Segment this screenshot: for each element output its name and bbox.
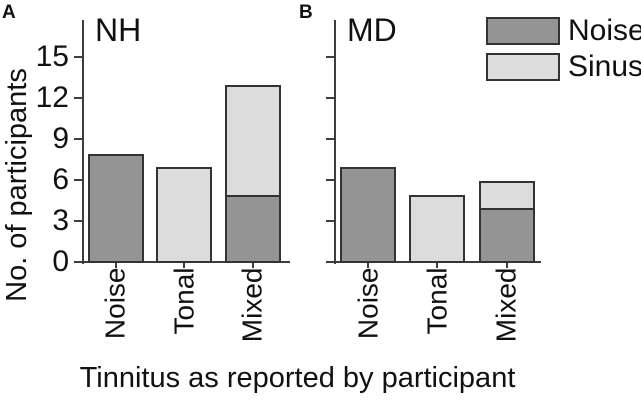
panel-a-bar-tonal-sinus-segment [156,167,212,263]
panel-b-xtick-mixed [505,263,508,268]
panel-a-bar-noise-noise-segment [87,153,144,263]
panel-a-xtick-label-noise: Noise [99,267,131,340]
panel-a-ytick-label-9: 9 [52,121,69,155]
panel-a-ytick-0 [74,261,82,263]
panel-letter-b: B [299,2,313,23]
panel-a-y-axis [82,20,84,264]
x-axis-label: Tinnitus as reported by participant [79,362,516,394]
legend-swatch-noise [486,17,560,45]
panel-b-group-label: MD [347,12,397,48]
panel-a-ytick-12 [74,96,82,99]
panel-letter-a: A [2,2,16,23]
panel-b-xtick-label-tonal: Tonal [421,267,452,335]
panel-b-bar-mixed-noise-segment [478,208,535,263]
panel-a-xtick-mixed [251,263,254,268]
panel-a-xtick-label-mixed: Mixed [236,267,268,343]
panel-b-ytick-0 [326,261,334,263]
panel-a-ytick-15 [74,55,82,58]
panel-a-xtick-noise [114,263,117,268]
panel-a-xtick-tonal [183,263,185,268]
legend: Noise Sinus [486,14,641,89]
legend-swatch-sinus [486,53,560,81]
panel-b-bar-mixed-sinus-segment [478,180,535,211]
panel-b-xtick-tonal [436,263,438,268]
panel-a-xtick-label-tonal: Tonal [168,267,199,335]
panel-a-ytick-6 [74,178,82,181]
panel-b-ytick-3 [326,219,334,222]
panel-a-ytick-9 [74,137,82,140]
panel-b-ytick-12 [326,96,334,99]
panel-b-ytick-9 [326,137,334,140]
panel-a-bar-mixed-noise-segment [224,194,281,263]
panel-a-ytick-3 [74,219,82,222]
panel-b-xtick-label-mixed: Mixed [490,267,522,343]
panel-b-ytick-15 [326,55,334,58]
panel-b-ytick-6 [326,178,334,181]
panel-b-y-axis [334,20,336,264]
panel-a-ytick-label-15: 15 [35,39,69,73]
legend-label-noise: Noise [568,14,641,47]
panel-a-ytick-label-0: 0 [52,245,69,278]
panel-b-bar-noise-noise-segment [340,167,396,263]
legend-entry-noise: Noise [486,14,641,47]
panel-b-xtick-noise [367,263,369,268]
legend-entry-sinus: Sinus [486,50,641,83]
panel-a-ytick-label-3: 3 [52,203,69,237]
panel-a-ytick-label-12: 12 [35,80,69,114]
panel-a-group-label: NH [95,12,142,48]
panel-a-ytick-label-6: 6 [52,162,69,196]
panel-b-xtick-label-noise: Noise [352,267,383,340]
legend-label-sinus: Sinus [568,50,641,83]
panel-b-bar-tonal-sinus-segment [409,194,465,263]
panel-a-bar-mixed-sinus-segment [224,85,281,197]
